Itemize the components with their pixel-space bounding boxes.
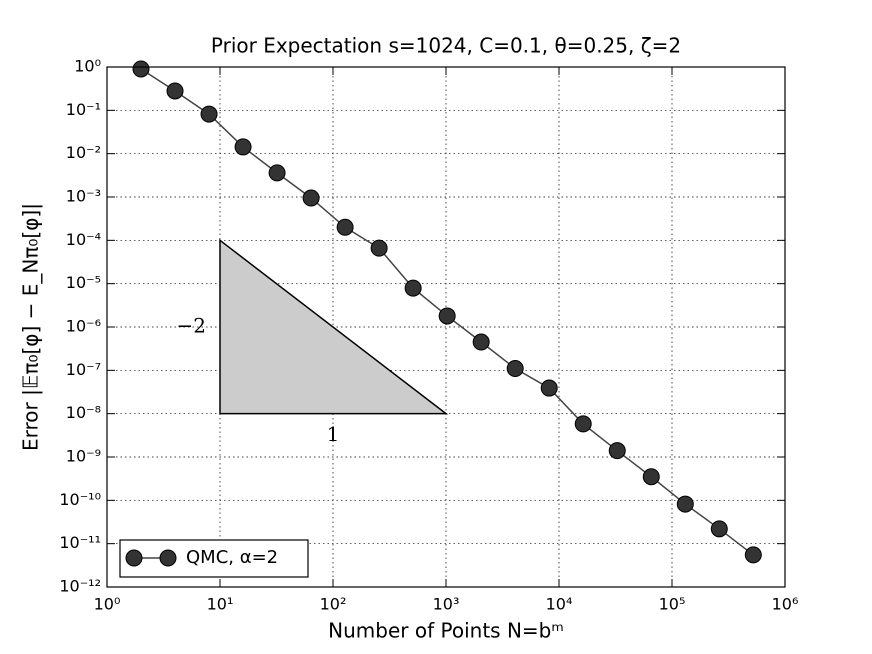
x-tick-label: 10² — [320, 595, 347, 614]
data-point — [744, 546, 762, 564]
data-point — [370, 239, 388, 257]
data-point — [336, 218, 354, 236]
y-tick-label: 10⁰ — [74, 57, 101, 76]
data-point — [234, 138, 252, 156]
x-tick-label: 10³ — [433, 595, 460, 614]
y-tick-label: 10⁻² — [66, 143, 101, 162]
legend-marker — [159, 549, 177, 567]
data-point — [506, 360, 524, 378]
x-axis-label: Number of Points N=bᵐ — [328, 619, 564, 643]
y-tick-label: 10⁻⁷ — [66, 360, 101, 379]
data-point — [132, 60, 150, 78]
plot-frame — [106, 66, 786, 588]
x-tick-label: 10¹ — [207, 595, 234, 614]
y-tick-label: 10⁻¹⁰ — [59, 490, 101, 509]
data-point — [200, 105, 218, 123]
y-tick-label: 10⁻¹² — [59, 577, 101, 596]
legend-label: QMC, α=2 — [186, 547, 278, 568]
slope-triangle — [219, 238, 449, 415]
data-point — [642, 468, 660, 486]
y-tick-label: 10⁻⁴ — [66, 230, 101, 249]
y-tick-label: 10⁻³ — [66, 187, 101, 206]
slope-label: 1 — [327, 422, 340, 446]
x-tick-label: 10⁶ — [772, 595, 799, 614]
chart-title: Prior Expectation s=1024, C=0.1, θ=0.25,… — [211, 34, 681, 58]
y-tick-label: 10⁻⁵ — [66, 273, 101, 292]
y-tick-label: 10⁻⁶ — [66, 317, 101, 336]
x-tick-label: 10⁴ — [546, 595, 573, 614]
data-point — [472, 333, 490, 351]
data-point — [302, 189, 320, 207]
data-point — [608, 442, 626, 460]
data-point — [166, 82, 184, 100]
data-point — [404, 279, 422, 297]
data-point — [540, 379, 558, 397]
data-point — [268, 164, 286, 182]
x-tick-label: 10⁵ — [659, 595, 686, 614]
data-point — [438, 307, 456, 325]
slope-label: −2 — [177, 314, 206, 338]
data-point — [574, 415, 592, 433]
y-tick-label: 10⁻⁹ — [66, 447, 101, 466]
y-tick-label: 10⁻¹¹ — [59, 533, 101, 552]
data-point — [676, 495, 694, 513]
data-point — [710, 520, 728, 538]
y-axis-label: Error |𝔼π₀[φ] − E_Nπ₀[φ]| — [19, 203, 43, 451]
y-tick-label: 10⁻¹ — [66, 100, 101, 119]
x-tick-label: 10⁰ — [94, 595, 121, 614]
y-tick-label: 10⁻⁸ — [66, 403, 101, 422]
legend-marker — [125, 549, 143, 567]
